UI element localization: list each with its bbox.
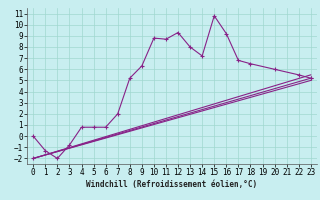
X-axis label: Windchill (Refroidissement éolien,°C): Windchill (Refroidissement éolien,°C) [86,180,258,189]
